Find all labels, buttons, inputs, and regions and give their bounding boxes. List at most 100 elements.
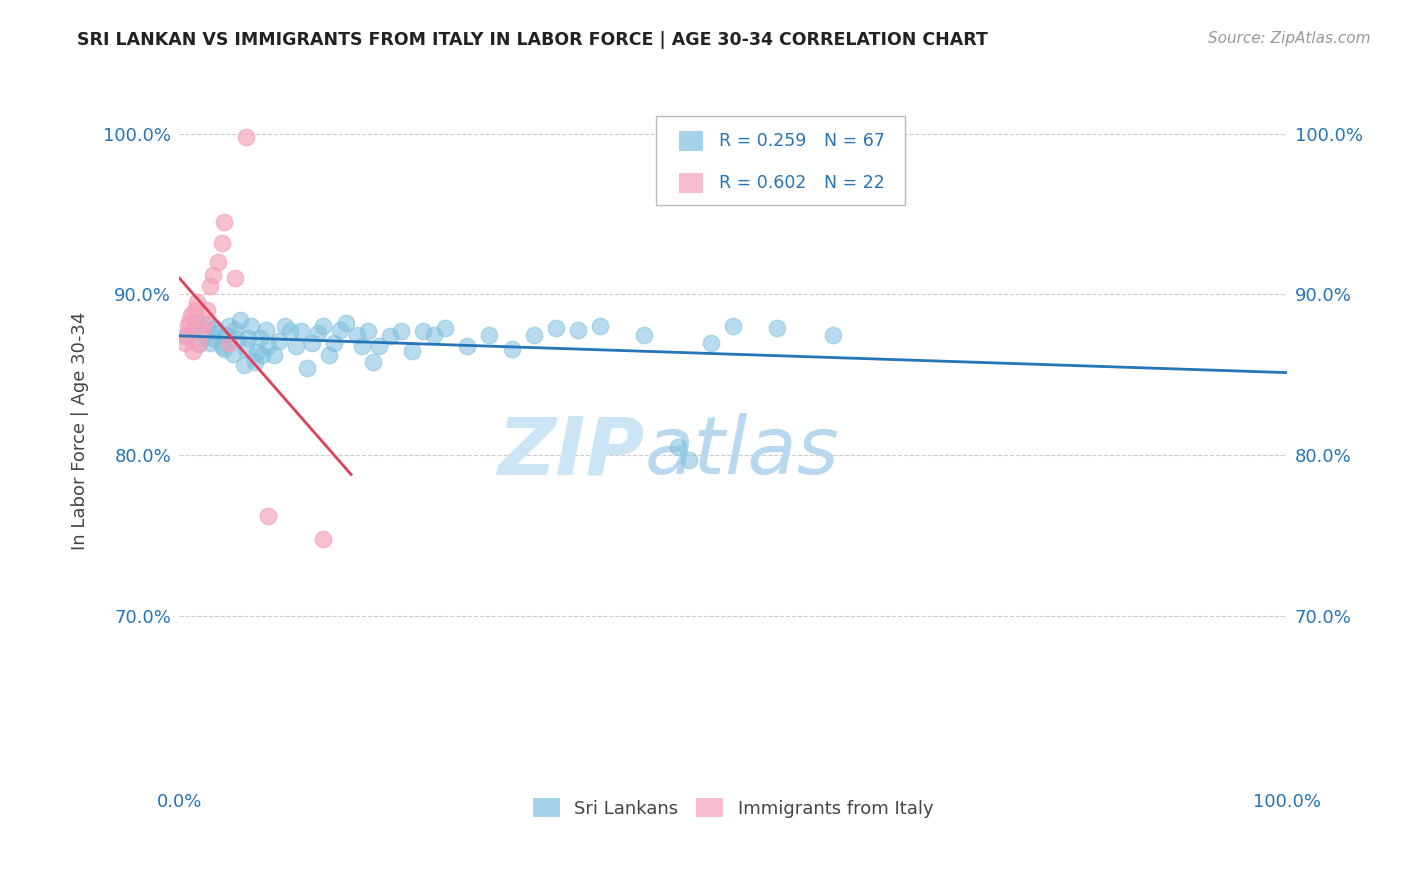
Point [193,316,215,330]
Point [290,324,312,338]
Point [478,327,501,342]
Point [700,335,723,350]
Point [179,315,201,329]
Point [236,331,259,345]
Point [212,342,235,356]
Point [200,335,222,350]
Point [188,337,211,351]
Point [180,308,202,322]
Point [456,339,478,353]
Point [257,339,280,353]
Text: R = 0.259: R = 0.259 [718,132,806,150]
Point [278,324,301,338]
Point [195,318,218,332]
Point [190,323,212,337]
Point [666,440,689,454]
Point [184,315,207,329]
Point [201,331,224,345]
Point [401,343,423,358]
Point [201,268,224,282]
Point [188,335,211,350]
Point [352,339,374,353]
Point [184,303,207,318]
Point [346,327,368,342]
Point [243,355,266,369]
Point [361,355,384,369]
Point [263,348,285,362]
Point [307,326,329,340]
Point [195,303,218,318]
Point [174,335,197,350]
Point [235,342,257,356]
Point [523,327,546,342]
Point [501,342,523,356]
Point [252,348,274,362]
FancyBboxPatch shape [655,116,904,204]
Point [257,509,280,524]
Point [246,345,269,359]
Point [235,129,257,144]
Point [284,339,307,353]
Point [177,319,200,334]
Y-axis label: In Labor Force | Age 30-34: In Labor Force | Age 30-34 [72,311,89,550]
Point [240,319,263,334]
Point [335,316,357,330]
Point [678,453,700,467]
Point [215,327,238,342]
Point [176,327,198,342]
Point [211,235,233,250]
Point [318,348,340,362]
Point [254,323,277,337]
Point [766,321,789,335]
Point [204,321,226,335]
FancyBboxPatch shape [679,131,703,151]
Point [200,279,222,293]
Point [207,255,229,269]
Point [589,319,612,334]
Point [721,319,744,334]
Text: N = 22: N = 22 [824,174,884,192]
Text: atlas: atlas [644,413,839,491]
Point [224,271,246,285]
Point [193,327,215,342]
Point [423,327,446,342]
Point [356,324,378,338]
Point [224,323,246,337]
Point [186,295,208,310]
Point [544,321,567,335]
Point [221,347,243,361]
Point [212,215,235,229]
Point [312,319,335,334]
Text: N = 67: N = 67 [824,132,884,150]
Point [181,323,204,337]
Text: ZIP: ZIP [498,413,644,491]
Point [207,326,229,340]
Point [434,321,457,335]
Legend: Sri Lankans, Immigrants from Italy: Sri Lankans, Immigrants from Italy [526,791,941,825]
Point [389,324,412,338]
Point [295,361,318,376]
Point [249,331,271,345]
Point [226,332,249,346]
Point [269,334,291,348]
Point [229,313,252,327]
Text: R = 0.602: R = 0.602 [718,174,806,192]
Point [312,532,335,546]
Point [633,327,655,342]
Point [218,335,240,350]
Point [367,339,389,353]
Point [329,323,352,337]
Point [181,343,204,358]
Point [174,329,197,343]
Point [211,339,233,353]
Point [273,319,295,334]
Point [821,327,844,342]
Point [301,335,323,350]
Point [567,323,589,337]
Point [218,319,240,334]
Point [323,335,346,350]
Point [232,358,254,372]
Point [412,324,434,338]
Text: Source: ZipAtlas.com: Source: ZipAtlas.com [1208,31,1371,46]
Text: SRI LANKAN VS IMMIGRANTS FROM ITALY IN LABOR FORCE | AGE 30-34 CORRELATION CHART: SRI LANKAN VS IMMIGRANTS FROM ITALY IN L… [77,31,988,49]
